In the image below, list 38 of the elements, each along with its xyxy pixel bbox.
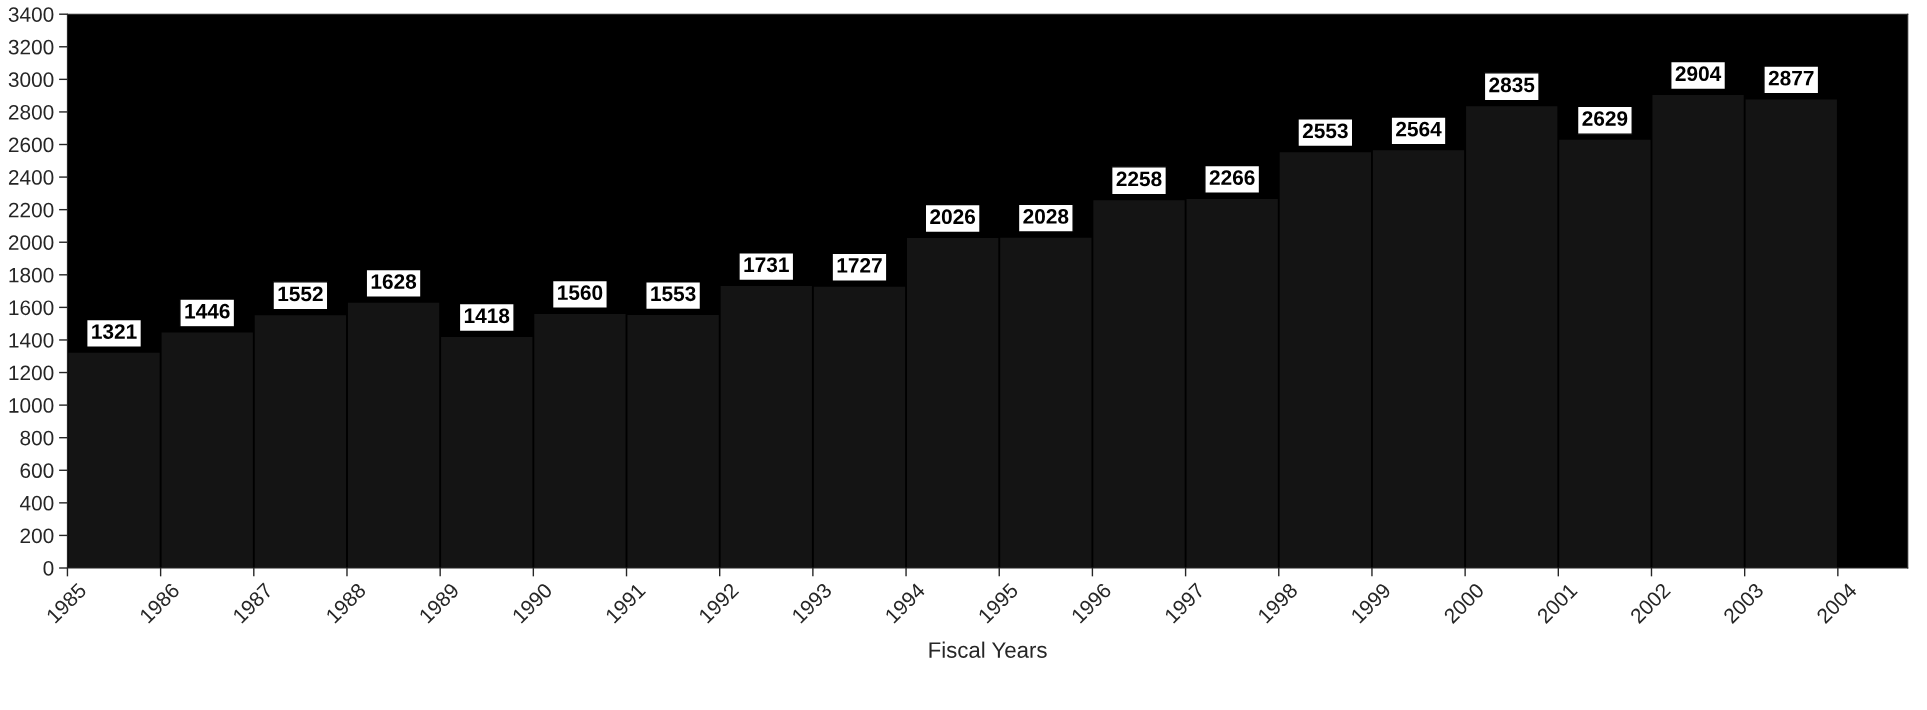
data-label: 2026: [930, 209, 976, 225]
y-tick-label: 2800: [8, 104, 54, 120]
data-label: 2028: [1023, 209, 1069, 224]
y-tick-label: 1200: [9, 365, 54, 381]
y-tick-label: 600: [20, 463, 54, 479]
y-tick-label: 1400: [9, 332, 54, 348]
x-axis-title: Fiscal Years: [929, 641, 1047, 658]
data-label: 2904: [1675, 66, 1722, 82]
data-label: 2835: [1489, 77, 1535, 93]
data-label: 1560: [558, 285, 603, 301]
y-tick-label: 3400: [8, 7, 54, 22]
data-label: 1552: [278, 286, 323, 302]
y-tick-label: 1000: [9, 398, 54, 413]
data-label: 2877: [1768, 70, 1814, 86]
y-tick-label: 2400: [8, 170, 54, 185]
y-tick-label: 2000: [8, 235, 54, 250]
y-tick-label: 0: [43, 561, 54, 576]
y-tick-label: 3000: [8, 72, 54, 88]
data-label: 2564: [1396, 121, 1442, 137]
data-label: 2258: [1116, 171, 1162, 187]
y-tick-label: 3200: [8, 39, 54, 55]
data-label: 1418: [464, 308, 510, 324]
data-label: 2629: [1582, 111, 1628, 126]
y-tick-label: 800: [20, 430, 54, 446]
data-label: 1628: [371, 274, 417, 289]
data-label: 2553: [1302, 123, 1348, 139]
y-tick-label: 2600: [8, 137, 54, 153]
data-label: 1731: [744, 257, 789, 273]
y-tick-label: 2200: [8, 202, 54, 218]
data-label: 1321: [92, 324, 137, 339]
data-label: 1553: [651, 286, 696, 302]
data-label: 2266: [1209, 170, 1255, 186]
data-label: 1727: [837, 258, 882, 273]
data-label: 1446: [185, 303, 230, 319]
y-tick-label: 200: [20, 528, 54, 544]
y-tick-label: 1800: [9, 267, 54, 283]
y-tick-label: 400: [19, 495, 54, 511]
y-tick-label: 1600: [9, 300, 54, 316]
